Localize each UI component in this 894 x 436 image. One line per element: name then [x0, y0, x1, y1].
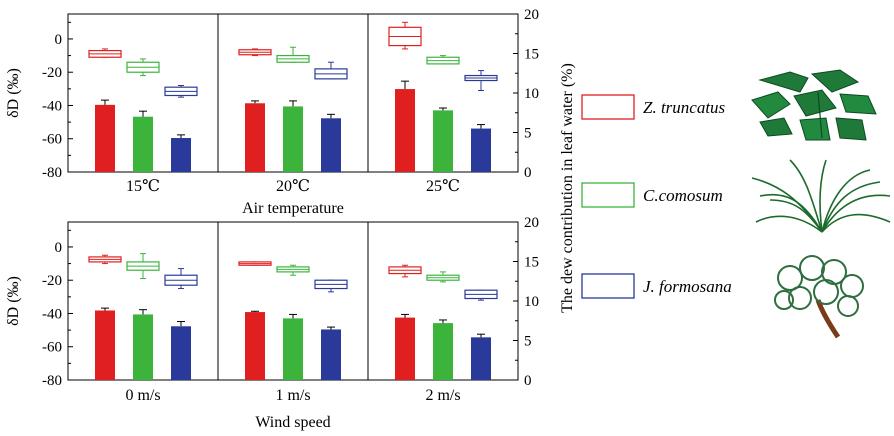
legend-swatch-z-truncatus [581, 94, 635, 120]
bar-z-truncatus [245, 103, 265, 172]
y2-axis-label: The dew contribution in leaf water (%) [559, 63, 576, 313]
bar-c-comosum [133, 314, 153, 380]
category-label: 2 m/s [425, 387, 460, 404]
bar-z-truncatus [395, 317, 415, 380]
bar-j-formosana [321, 118, 341, 172]
bar-j-formosana [171, 138, 191, 172]
palm-leaf-cluster-icon [751, 69, 877, 141]
bar-c-comosum [283, 106, 303, 172]
legend-label-c-comosum: C.comosum [643, 186, 723, 205]
y-axis-label: δD (‰) [5, 276, 22, 326]
legend-swatch-j-formosana [581, 273, 635, 299]
x-axis-label: Wind speed [255, 414, 330, 431]
juniper-tree-icon [774, 255, 864, 339]
legend-swatch-c-comosum [581, 182, 635, 208]
bottom-panel: 0 -20 -40 -60 -80 0 5 10 15 20 δD (‰) 0 m/s 1 m/s 2 m… [5, 215, 539, 431]
y-tick-label: -60 [42, 340, 62, 356]
y-tick-label: -40 [42, 306, 62, 322]
y2-tick-label: 10 [524, 86, 539, 102]
y2-tick-label: 0 [524, 373, 532, 389]
bar-j-formosana [171, 326, 191, 380]
y2-tick-label: 15 [524, 47, 539, 63]
y-tick-label: 0 [55, 32, 63, 48]
bar-j-formosana [471, 128, 491, 172]
y2-tick-label: 20 [524, 215, 539, 231]
y2-tick-label: 10 [524, 294, 539, 310]
y2-tick-label: 0 [524, 165, 532, 181]
bar-z-truncatus [95, 104, 115, 172]
category-label: 1 m/s [275, 387, 310, 404]
x-axis-label: Air temperature [242, 200, 344, 217]
bar-j-formosana [471, 337, 491, 380]
legend-label-z-truncatus: Z. truncatus [643, 98, 726, 117]
y-tick-label: 0 [55, 240, 63, 256]
bar-c-comosum [133, 116, 153, 172]
bar-z-truncatus [245, 312, 265, 380]
y-tick-label: -80 [42, 165, 62, 181]
category-label: 15℃ [126, 178, 160, 195]
y2-tick-label: 5 [524, 126, 532, 142]
y-tick-label: -40 [42, 98, 62, 114]
y2-tick-label: 15 [524, 255, 539, 271]
bar-j-formosana [321, 329, 341, 380]
bar-c-comosum [433, 110, 453, 172]
y-axis-label: δD (‰) [5, 68, 22, 118]
bar-z-truncatus [395, 89, 415, 172]
y-tick-label: -20 [42, 273, 62, 289]
grass-clump-icon [751, 159, 891, 233]
y-tick-label: -60 [42, 132, 62, 148]
y-tick-label: -80 [42, 373, 62, 389]
bar-c-comosum [433, 323, 453, 380]
bar-c-comosum [283, 318, 303, 380]
category-label: 0 m/s [125, 387, 160, 404]
bar-z-truncatus [95, 310, 115, 380]
y2-tick-label: 20 [524, 7, 539, 23]
legend-label-j-formosana: J. formosana [643, 277, 732, 296]
y-tick-label: -20 [42, 65, 62, 81]
category-label: 25℃ [426, 178, 460, 195]
legend: Z. truncatus C.comosum J. formosana [581, 94, 732, 299]
top-panel: 0 -20 -40 -60 -80 0 5 10 15 20 δD (‰) 15℃ 20℃ 25℃ Air … [5, 7, 539, 217]
y2-tick-label: 5 [524, 334, 532, 350]
category-label: 20℃ [276, 178, 310, 195]
